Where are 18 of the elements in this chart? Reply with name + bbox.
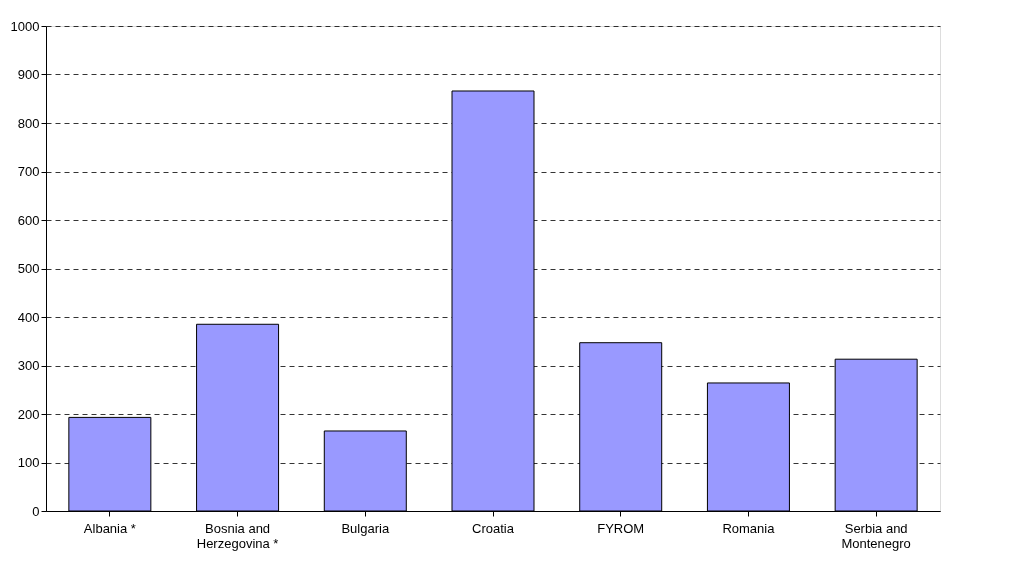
y-tick-label: 600	[17, 212, 40, 228]
y-tick-label: 200	[17, 406, 40, 422]
x-tick-label: Serbia and Montenegro	[841, 520, 911, 551]
y-tick-label: 0	[32, 503, 40, 519]
y-tick-label: 800	[17, 115, 40, 131]
x-tick-label: Romania	[722, 520, 776, 536]
y-tick-label: 300	[17, 358, 40, 373]
x-tick-label: FYROM	[597, 520, 645, 536]
y-tick-label: 1000	[10, 18, 40, 34]
y-tick-label: 100	[17, 455, 40, 470]
y-tick-label: 900	[17, 67, 40, 82]
y-tick-label: 400	[17, 309, 40, 325]
x-tick-label: Bulgaria	[341, 520, 390, 536]
x-tick-label: Albania *	[83, 520, 136, 536]
y-tick-label: 500	[17, 261, 40, 276]
x-tick-label: Bosnia and Herzegovina *	[196, 520, 279, 551]
y-tick-label: 700	[17, 164, 40, 179]
x-tick-label: Croatia	[472, 520, 515, 536]
